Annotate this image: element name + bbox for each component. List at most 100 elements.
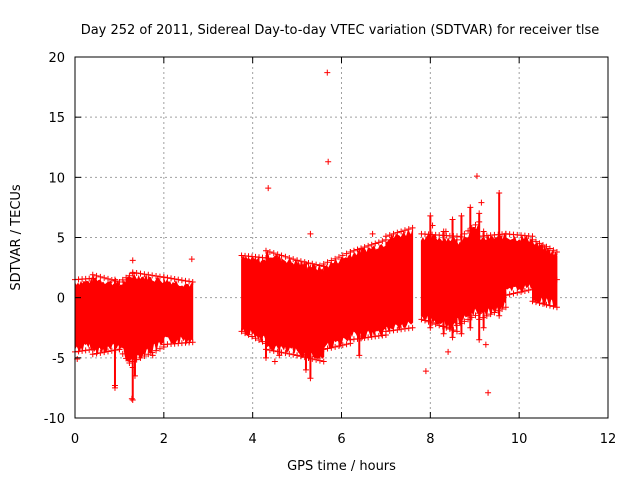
data-point: [356, 352, 363, 359]
data-point: [129, 269, 136, 276]
data-point: [368, 241, 375, 248]
data-point: [297, 353, 304, 360]
data-point: [476, 210, 483, 217]
data-point: [365, 242, 372, 249]
data-point: [309, 260, 316, 267]
data-point: [525, 287, 532, 294]
data-point: [502, 292, 509, 299]
data-point: [422, 317, 429, 324]
y-tick-label: -10: [44, 412, 65, 427]
data-point: [262, 247, 269, 254]
data-point: [354, 246, 361, 253]
data-point: [290, 256, 297, 263]
data-point: [458, 330, 465, 337]
data-point: [126, 272, 133, 279]
data-point: [427, 212, 434, 219]
data-point: [473, 173, 480, 180]
data-point: [467, 204, 474, 211]
data-point: [262, 258, 269, 265]
data-point: [307, 230, 314, 237]
data-point: [320, 346, 327, 353]
data-point: [335, 254, 342, 261]
data-point: [297, 258, 304, 265]
data-point: [361, 244, 368, 251]
y-tick-label: 5: [57, 232, 65, 247]
data-point: [186, 278, 193, 285]
data-point: [108, 347, 115, 354]
data-point: [307, 375, 314, 382]
data-point: [171, 276, 178, 283]
data-point: [356, 252, 363, 259]
data-point: [282, 253, 289, 260]
data-point: [398, 228, 405, 235]
x-axis-label: GPS time / hours: [287, 459, 396, 474]
y-tick-label: 10: [48, 171, 65, 186]
data-point: [350, 247, 357, 254]
data-point: [116, 346, 123, 353]
data-point: [482, 341, 489, 348]
data-point: [405, 325, 412, 332]
data-point: [398, 326, 405, 333]
y-axis: -10 -5 0 5 10 15 20: [44, 51, 608, 427]
data-point: [480, 324, 487, 331]
data-point: [372, 240, 379, 247]
data-point: [266, 347, 273, 354]
data-point: [480, 228, 487, 235]
data-point: [252, 335, 259, 342]
data-point: [529, 298, 536, 305]
y-axis-label: SDTVAR / TECUs: [9, 184, 24, 291]
data-point: [168, 275, 175, 282]
data-point: [93, 350, 100, 357]
data-point: [445, 348, 452, 355]
data-point: [153, 273, 160, 280]
y-tick-label: 0: [57, 292, 65, 307]
data-point: [476, 336, 483, 343]
data-point: [302, 366, 309, 373]
data-point: [104, 348, 111, 355]
data-point: [472, 221, 479, 228]
x-tick-label: 2: [160, 432, 168, 447]
data-point: [472, 312, 479, 319]
data-point: [478, 199, 485, 206]
data-point: [141, 271, 148, 278]
data-point: [553, 248, 560, 255]
data-point: [453, 322, 460, 329]
data-point: [116, 279, 123, 286]
data-point: [104, 275, 111, 282]
data-point: [427, 324, 434, 331]
data-point: [266, 248, 273, 255]
data-point: [93, 272, 100, 279]
data-point: [379, 238, 386, 245]
data-point: [502, 304, 509, 311]
data-point: [546, 302, 553, 309]
data-point: [294, 352, 301, 359]
data-point: [382, 233, 389, 240]
data-point: [286, 254, 293, 261]
data-point: [101, 274, 108, 281]
data-point: [188, 256, 195, 263]
data-point: [131, 372, 138, 379]
data-point: [436, 322, 443, 329]
data-point: [111, 276, 118, 283]
data-point: [256, 336, 263, 343]
data-point: [536, 299, 543, 306]
data-point: [487, 311, 494, 318]
data-point: [128, 395, 135, 402]
data-point: [518, 288, 525, 295]
data-point: [126, 359, 133, 366]
data-point: [316, 262, 323, 269]
y-tick-label: 20: [48, 51, 65, 66]
data-point: [153, 347, 160, 354]
data-point: [156, 345, 163, 352]
data-point: [145, 351, 152, 358]
data-point: [145, 271, 152, 278]
data-point: [286, 350, 293, 357]
data-band: [349, 244, 387, 341]
data-layer: [72, 69, 560, 403]
data-point: [405, 226, 412, 233]
data-point: [189, 279, 196, 286]
data-point: [401, 227, 408, 234]
data-point: [119, 276, 126, 283]
data-point: [343, 341, 350, 348]
data-point: [449, 216, 456, 223]
